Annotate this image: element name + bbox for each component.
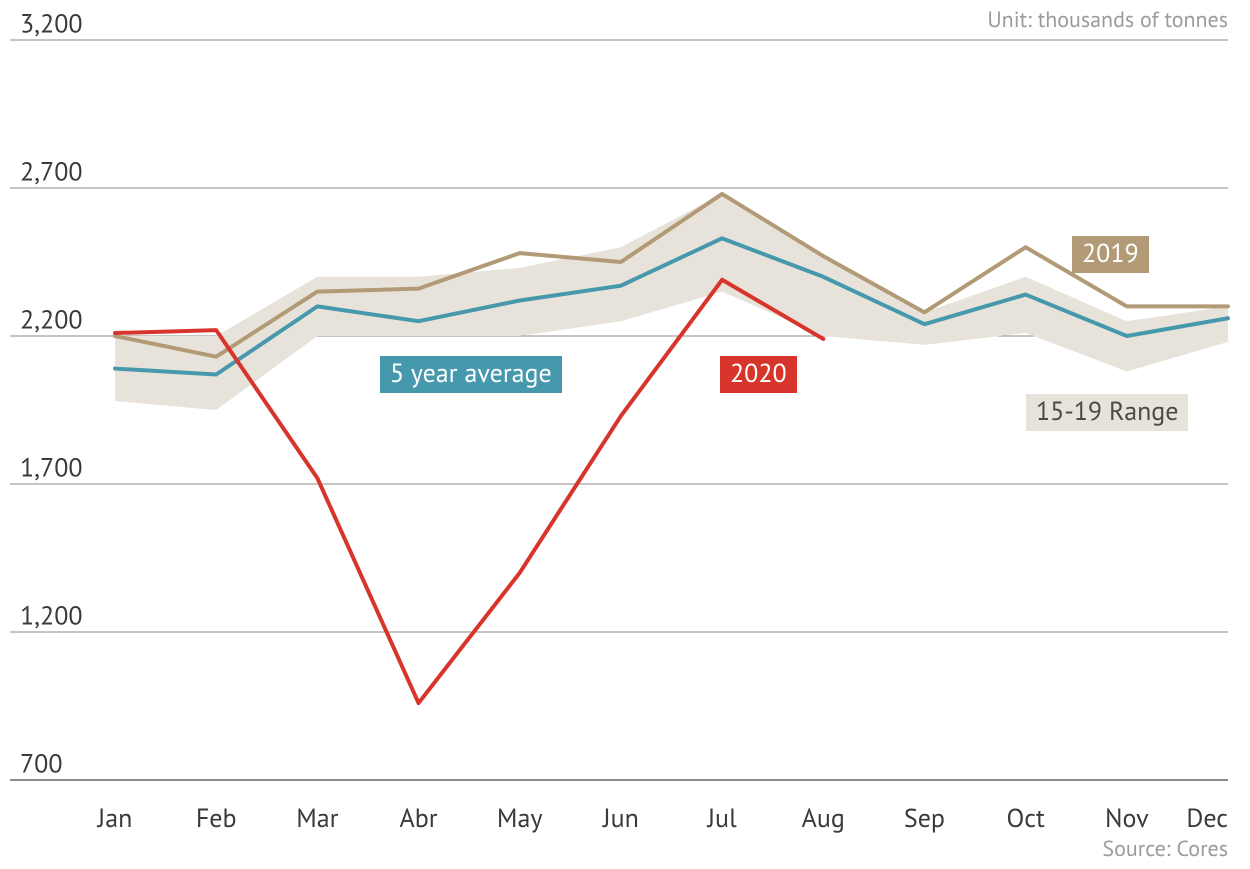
x-tick-label: Jan: [98, 802, 133, 835]
y-tick-label: 2,700: [20, 156, 83, 189]
y-tick-label: 700: [20, 748, 63, 781]
x-tick-label: Sep: [904, 802, 945, 835]
source-label: Source: Cores: [1102, 835, 1228, 863]
chart-container: 3,200 2,700 2,200 1,700 1,200 700 Jan Fe…: [0, 0, 1250, 869]
legend-2020: 2020: [720, 356, 797, 393]
x-tick-label: Feb: [196, 802, 237, 835]
y-tick-label: 3,200: [20, 8, 83, 41]
x-tick-label: Nov: [1105, 802, 1149, 835]
line-chart-svg: [0, 0, 1250, 869]
y-tick-label: 1,200: [20, 600, 83, 633]
x-tick-label: Aug: [802, 802, 845, 835]
y-tick-label: 2,200: [20, 304, 83, 337]
legend-2019: 2019: [1072, 236, 1149, 273]
unit-label: Unit: thousands of tonnes: [987, 6, 1228, 34]
x-tick-label: Dec: [1186, 802, 1228, 835]
x-tick-label: Abr: [399, 802, 437, 835]
x-tick-label: Jul: [707, 802, 736, 835]
x-tick-label: Jun: [603, 802, 639, 835]
x-tick-label: May: [497, 802, 543, 835]
legend-5yr-average: 5 year average: [380, 356, 562, 393]
y-tick-label: 1,700: [20, 452, 83, 485]
x-tick-label: Oct: [1006, 802, 1044, 835]
legend-range: 15-19 Range: [1026, 394, 1188, 431]
x-tick-label: Mar: [296, 802, 338, 835]
